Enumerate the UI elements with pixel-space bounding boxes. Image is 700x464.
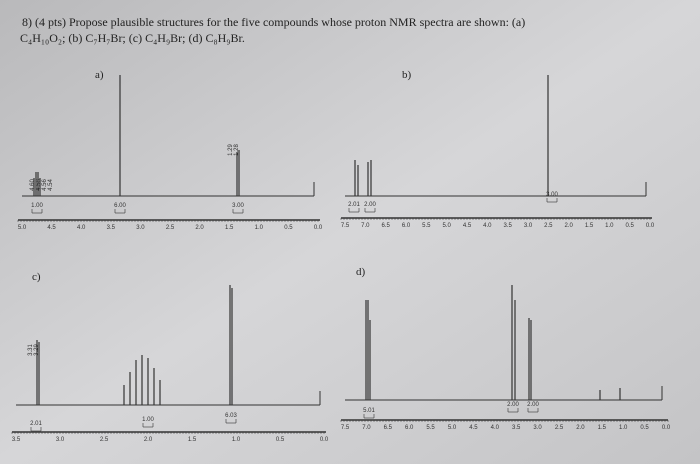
axis-label: 7.5 [341, 425, 350, 431]
axis-label: 3.0 [136, 225, 145, 231]
peak-label: 1.29 [228, 144, 234, 156]
axis-label: 7.5 [341, 223, 350, 229]
integration-label: 6.03 [225, 413, 237, 419]
axis-label: 4.5 [463, 223, 472, 229]
axis-label: 6.0 [402, 223, 411, 229]
axis-label: 5.0 [18, 225, 27, 231]
peak-label: 3.29 [34, 344, 40, 356]
integration-label: 2.00 [364, 202, 376, 208]
axis-label: 0.5 [640, 425, 649, 431]
panel-label: b) [402, 69, 412, 81]
axis-label: 3.0 [524, 223, 533, 229]
axis-label: 4.0 [483, 223, 492, 229]
axis-label: 0.0 [662, 425, 671, 431]
peak-label: 1.28 [234, 144, 240, 156]
axis-label: 0.0 [646, 223, 655, 229]
axis-label: 2.5 [166, 225, 175, 231]
panel-label: d) [356, 266, 366, 278]
panel-label: c) [32, 271, 41, 283]
axis-label: 6.5 [381, 223, 390, 229]
axis-label: 3.5 [107, 225, 116, 231]
axis-label: 1.0 [619, 425, 628, 431]
axis-label: 1.0 [605, 223, 614, 229]
axis-label: 0.0 [314, 225, 323, 231]
peak-label: 4.60 [30, 179, 36, 191]
peak-label: 4.58 [36, 179, 42, 191]
integration-label: 2.01 [30, 421, 42, 427]
axis-label: 1.0 [232, 437, 241, 443]
integration-label: 6.00 [114, 203, 126, 209]
axis-label: 4.0 [491, 425, 500, 431]
axis-label: 0.5 [284, 225, 293, 231]
axis-label: 3.0 [56, 437, 65, 443]
integration-label: 1.00 [142, 417, 154, 423]
axis-label: 4.5 [47, 225, 56, 231]
axis-label: 6.5 [384, 425, 393, 431]
axis-label: 1.5 [188, 437, 197, 443]
integration-label: 1.00 [31, 203, 43, 209]
axis-label: 0.5 [276, 437, 285, 443]
axis-label: 1.5 [585, 223, 594, 229]
axis-label: 7.0 [361, 223, 370, 229]
integration-label: 3.00 [546, 192, 558, 198]
integration-label: 2.01 [348, 202, 360, 208]
integration-label: 3.00 [232, 203, 244, 209]
integration-label: 2.00 [527, 402, 539, 408]
question-line-1: 8) (4 pts) Propose plausible structures … [22, 15, 525, 29]
panel-label: a) [95, 69, 104, 81]
axis-label: 1.0 [255, 225, 264, 231]
axis-label: 5.5 [422, 223, 431, 229]
axis-label: 2.5 [544, 223, 553, 229]
axis-label: 4.0 [77, 225, 86, 231]
axis-label: 1.5 [225, 225, 234, 231]
axis-label: 2.5 [555, 425, 564, 431]
axis-label: 0.0 [320, 437, 329, 443]
axis-label: 2.0 [144, 437, 153, 443]
axis-label: 2.0 [564, 223, 573, 229]
axis-label: 5.5 [426, 425, 435, 431]
axis-label: 3.0 [533, 425, 542, 431]
peak-label: 4.54 [48, 179, 54, 191]
axis-label: 0.5 [625, 223, 634, 229]
axis-label: 2.0 [195, 225, 204, 231]
axis-label: 1.5 [598, 425, 607, 431]
axis-label: 3.5 [512, 425, 521, 431]
axis-label: 5.0 [442, 223, 451, 229]
axis-label: 4.5 [469, 425, 478, 431]
axis-label: 6.0 [405, 425, 414, 431]
axis-label: 5.0 [448, 425, 457, 431]
question-line-2: C₄H₁₀O₂; (b) C₇H₇Br; (c) C₄H₉Br; (d) C₈H… [20, 31, 245, 45]
peak-label: 3.31 [28, 344, 34, 356]
integration-label: 2.00 [507, 402, 519, 408]
axis-label: 7.0 [362, 425, 371, 431]
axis-label: 3.5 [12, 437, 21, 443]
axis-label: 3.5 [503, 223, 512, 229]
peak-label: 4.56 [42, 179, 48, 191]
integration-label: 5.01 [363, 408, 375, 414]
axis-label: 2.0 [576, 425, 585, 431]
axis-label: 2.5 [100, 437, 109, 443]
